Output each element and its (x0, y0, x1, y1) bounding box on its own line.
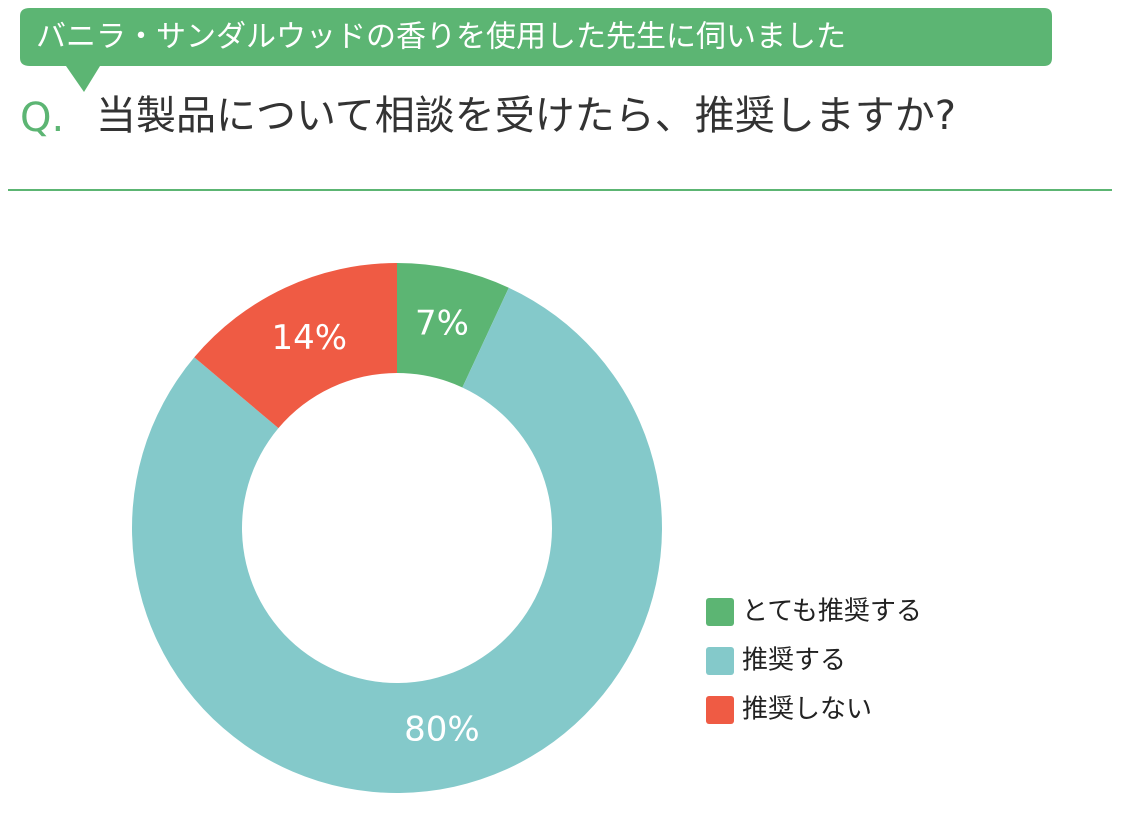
legend-swatch (706, 647, 734, 675)
legend-label: 推奨する (742, 646, 846, 676)
legend-label: 推奨しない (742, 695, 872, 725)
legend-swatch (706, 598, 734, 626)
data-label: 14% (271, 318, 347, 358)
data-label: 7% (415, 303, 469, 343)
donut-segment (194, 263, 397, 429)
legend-swatch (706, 696, 734, 724)
chart-title: 当製品について相談を受けたら、推奨しますか? (96, 93, 956, 139)
legend-label: とても推奨する (742, 597, 922, 627)
subtitle: バニラ・サンダルウッドの香りを使用した先生に伺いました (36, 20, 846, 55)
donut-segment (131, 287, 662, 794)
donut-segment (397, 263, 509, 388)
data-label: 80% (404, 710, 480, 750)
subtitle-badge (20, 8, 1052, 92)
question-label: Q. (20, 95, 64, 141)
